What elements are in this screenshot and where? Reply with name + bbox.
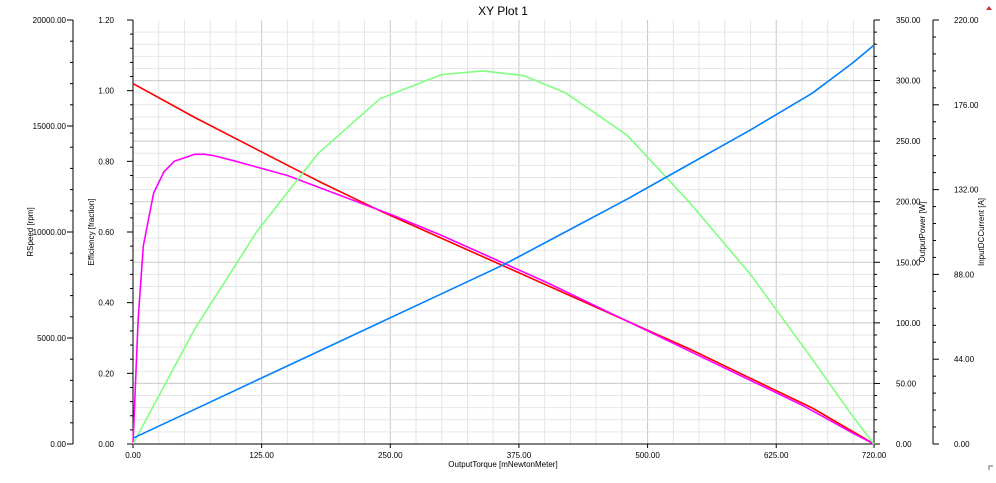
rspeed-tick-label: 5000.00 <box>37 334 66 343</box>
x-tick-label: 375.00 <box>507 451 532 460</box>
x-tick-label: 500.00 <box>635 451 660 460</box>
rspeed-tick-label: 20000.00 <box>33 16 67 25</box>
axes: 0.00 125.00 250.00 375.00 500.00 625.00 720.00… <box>33 16 979 460</box>
efficiency-tick-label: 1.20 <box>98 16 114 25</box>
efficiency-series-line <box>132 153 875 445</box>
rspeed-series-line <box>132 82 875 445</box>
outputpower-series-line <box>132 70 875 445</box>
x-tick-label: 250.00 <box>378 451 403 460</box>
resize-corner-icon[interactable] <box>988 465 993 470</box>
inputcurrent-tick-label: 0.00 <box>954 440 970 449</box>
efficiency-tick-label: 1.00 <box>98 87 114 96</box>
outputpower-tick-label: 300.00 <box>896 77 921 86</box>
rspeed-tick-label: 15000.00 <box>33 122 67 131</box>
efficiency-axis-label: Efficiency [fraction] <box>87 199 96 266</box>
outputpower-tick-label: 100.00 <box>896 319 921 328</box>
corner-marker-icon <box>986 6 992 10</box>
plot-title: XY Plot 1 <box>478 4 528 18</box>
outputpower-axis-label: OutputPower [W] <box>918 202 927 263</box>
efficiency-tick-label: 0.40 <box>98 299 114 308</box>
efficiency-tick-label: 0.80 <box>98 157 114 166</box>
outputpower-tick-label: 50.00 <box>896 379 917 388</box>
outputpower-tick-label: 150.00 <box>896 258 921 267</box>
x-axis-label: OutputTorque [mNewtonMeter] <box>448 460 557 469</box>
inputcurrent-tick-label: 176.00 <box>954 101 979 110</box>
inputcurrent-tick-label: 88.00 <box>954 270 975 279</box>
outputpower-tick-label: 250.00 <box>896 137 921 146</box>
efficiency-tick-label: 0.20 <box>98 369 114 378</box>
x-tick-label: 720.00 <box>862 451 887 460</box>
efficiency-tick-label: 0.00 <box>98 440 114 449</box>
x-tick-label: 125.00 <box>249 451 274 460</box>
rspeed-axis-label: RSpeed [rpm] <box>26 207 35 256</box>
rspeed-tick-label: 0.00 <box>50 440 66 449</box>
inputcurrent-series-line <box>132 44 875 439</box>
outputpower-tick-label: 200.00 <box>896 198 921 207</box>
x-tick-label: 625.00 <box>764 451 789 460</box>
inputcurrent-axis-label: InputDCCurrent [A] <box>977 198 986 266</box>
rspeed-tick-label: 10000.00 <box>33 228 67 237</box>
inputcurrent-tick-label: 220.00 <box>954 16 979 25</box>
inputcurrent-tick-label: 44.00 <box>954 355 975 364</box>
series-lines <box>132 44 875 445</box>
inputcurrent-tick-label: 132.00 <box>954 186 979 195</box>
grid <box>133 20 874 444</box>
efficiency-tick-label: 0.60 <box>98 228 114 237</box>
outputpower-tick-label: 350.00 <box>896 16 921 25</box>
outputpower-tick-label: 0.00 <box>896 440 912 449</box>
x-tick-label: 0.00 <box>125 451 141 460</box>
